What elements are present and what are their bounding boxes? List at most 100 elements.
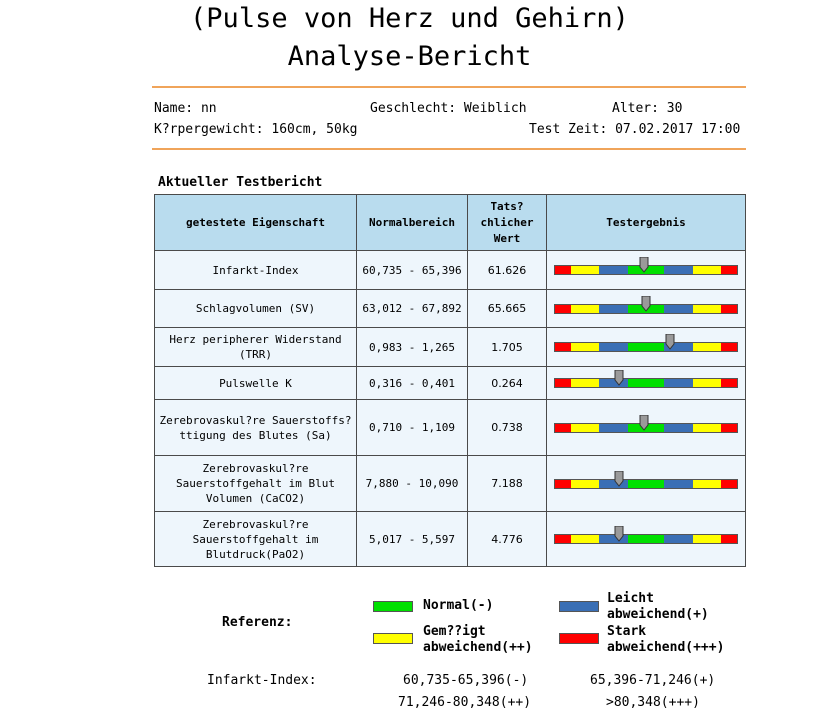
actual-value: 0.738 (467, 399, 547, 456)
scale-segment (693, 423, 721, 432)
scale-segment (664, 379, 694, 387)
table-row: Infarkt-Index 60,735 - 65,396 61.626 (154, 250, 746, 290)
patient-name: Name: nn (154, 101, 217, 116)
reference-leicht: 65,396-71,246(+) (590, 673, 716, 688)
reference-gemaessigt: 71,246-80,348(++) (398, 695, 532, 710)
result-cell (546, 327, 746, 367)
legend-gemaessigt-label: Gem??igt abweichend(++) (423, 624, 533, 655)
scale-segment (571, 479, 599, 488)
actual-value: 65.665 (467, 289, 547, 328)
scale-segment (664, 535, 694, 543)
result-marker-icon (614, 526, 624, 542)
result-cell (546, 455, 746, 512)
result-marker-icon (614, 370, 624, 386)
scale-segment (664, 479, 694, 488)
report-title-line1: (Pulse von Herz und Gehirn) (190, 3, 629, 34)
actual-value: 7.188 (467, 455, 547, 512)
normal-range: 0,316 - 0,401 (356, 366, 468, 400)
scale-segment (598, 423, 628, 432)
legend-normal-label: Normal(-) (423, 598, 494, 613)
scale-segment (571, 266, 599, 274)
result-marker-icon (614, 470, 624, 487)
scale-segment (664, 266, 694, 274)
result-scale-bar (554, 470, 738, 489)
legend-stark-label: Stark abweichend(+++) (607, 624, 725, 655)
property-name: Herz peripherer Widerstand (TRR) (154, 327, 357, 367)
result-cell (546, 289, 746, 328)
scale-segment (555, 266, 572, 274)
scale-segment (627, 379, 665, 387)
property-name: Infarkt-Index (154, 250, 357, 290)
scale-segment (693, 535, 721, 543)
property-name: Pulswelle K (154, 366, 357, 400)
table-row: Zerebrovaskul?re Sauerstoffgehalt im Blu… (154, 455, 746, 512)
scale-segment (555, 379, 572, 387)
actual-value: 1.705 (467, 327, 547, 367)
result-scale-bar (554, 370, 738, 388)
report-title-line2: Analyse-Bericht (287, 41, 532, 72)
table-row: Pulswelle K 0,316 - 0,401 0.264 (154, 366, 746, 400)
bottom-divider (152, 148, 746, 150)
scale-segment (720, 304, 737, 313)
scale-segment (720, 379, 737, 387)
table-row: Zerebrovaskul?re Sauerstoffgehalt im Blu… (154, 511, 746, 567)
section-title: Aktueller Testbericht (158, 175, 323, 190)
patient-gender: Geschlecht: Weiblich (370, 101, 527, 116)
reference-normal: 60,735-65,396(-) (403, 673, 529, 688)
scale-segment (598, 535, 628, 543)
normal-range: 63,012 - 67,892 (356, 289, 468, 328)
legend-leicht-label: Leicht abweichend(+) (607, 591, 709, 622)
table-header-row: getestete Eigenschaft Normalbereich Tats… (154, 194, 746, 251)
scale-segment (598, 343, 628, 351)
scale-segment (693, 479, 721, 488)
result-cell (546, 366, 746, 400)
scale-segment (693, 304, 721, 313)
result-marker-icon (639, 414, 649, 431)
scale-segment (571, 423, 599, 432)
reference-stark: >80,348(+++) (606, 695, 700, 710)
result-scale-bar (554, 414, 738, 433)
scale-segment (555, 423, 572, 432)
table-row: Schlagvolumen (SV) 63,012 - 67,892 65.665 (154, 289, 746, 328)
scale-segment (571, 343, 599, 351)
test-report-table: getestete Eigenschaft Normalbereich Tats… (154, 194, 746, 567)
property-name: Zerebrovaskul?re Sauerstoffgehalt im Blu… (154, 455, 357, 512)
top-divider (152, 86, 746, 88)
legend-leicht-swatch (559, 601, 599, 612)
scale-segment (571, 535, 599, 543)
scale-segment (555, 304, 572, 313)
property-name: Zerebrovaskul?re Sauerstoffs?ttigung des… (154, 399, 357, 456)
patient-age: Alter: 30 (612, 101, 683, 116)
patient-body: K?rpergewicht: 160cm, 50kg (154, 122, 358, 137)
result-scale-bar (554, 526, 738, 544)
scale-segment (555, 479, 572, 488)
scale-segment (598, 479, 628, 488)
scale-segment (720, 343, 737, 351)
result-scale-bar (554, 295, 738, 314)
result-marker-icon (665, 334, 675, 350)
actual-value: 4.776 (467, 511, 547, 567)
scale-segment (627, 535, 665, 543)
scale-segment (627, 479, 665, 488)
legend-gemaessigt-swatch (373, 633, 413, 644)
scale-segment (555, 343, 572, 351)
scale-segment (664, 343, 694, 351)
normal-range: 0,710 - 1,109 (356, 399, 468, 456)
legend-stark-swatch (559, 633, 599, 644)
header-result: Testergebnis (546, 194, 746, 251)
result-cell (546, 399, 746, 456)
normal-range: 0,983 - 1,265 (356, 327, 468, 367)
scale-segment (720, 535, 737, 543)
scale-segment (693, 266, 721, 274)
legend-title: Referenz: (222, 615, 293, 630)
property-name: Schlagvolumen (SV) (154, 289, 357, 328)
scale-segment (720, 479, 737, 488)
scale-segment (598, 266, 628, 274)
normal-range: 5,017 - 5,597 (356, 511, 468, 567)
scale-segment (720, 266, 737, 274)
result-marker-icon (639, 257, 649, 273)
result-marker-icon (641, 295, 651, 312)
result-cell (546, 511, 746, 567)
actual-value: 61.626 (467, 250, 547, 290)
scale-segment (693, 379, 721, 387)
